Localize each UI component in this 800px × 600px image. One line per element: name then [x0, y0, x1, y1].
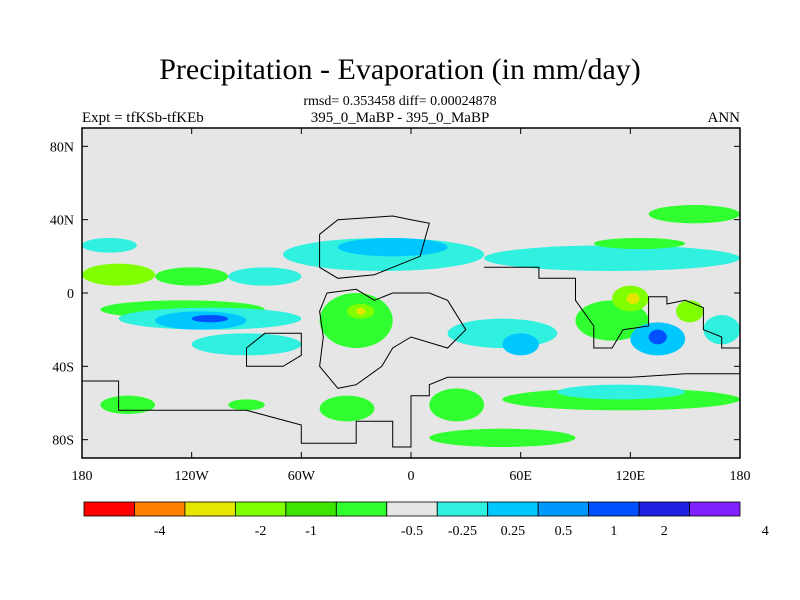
colorbar-swatch-1: [134, 501, 186, 517]
field-regions: [82, 205, 740, 448]
y-tick-label-4: 80S: [52, 434, 74, 449]
y-tick-label-2: 0: [67, 287, 74, 302]
region-yellow-21: [626, 293, 640, 304]
region-green-8: [648, 205, 740, 224]
region-blue-12: [191, 315, 229, 323]
colorbar-label-6: 0.5: [555, 524, 573, 539]
colorbar-swatch-12: [689, 501, 741, 517]
x-tick-label-1: 120W: [175, 469, 210, 484]
region-lightgreen-0: [82, 263, 156, 286]
land-outline-0: [82, 373, 740, 448]
land-outline-2: [319, 288, 467, 389]
region-lightblue-4: [337, 238, 448, 257]
region-green-7: [593, 238, 686, 249]
x-tick-label-5: 120E: [616, 469, 646, 484]
x-tick-label-3: 0: [408, 469, 415, 484]
colorbar-swatch-3: [234, 501, 287, 517]
region-green-27: [228, 399, 265, 411]
colorbar-label-1: -2: [255, 524, 267, 539]
land-outline-1: [319, 215, 430, 279]
colorbar-swatch-6: [386, 501, 438, 517]
region-cyan-6: [484, 245, 740, 271]
region-blue-23: [648, 329, 667, 345]
colorbar-label-9: 4: [762, 524, 769, 539]
x-tick-label-4: 60E: [509, 469, 532, 484]
colorbar-swatch-2: [184, 501, 236, 517]
chart-title: Precipitation - Evaporation (in mm/day): [159, 53, 641, 86]
region-green-26: [100, 395, 156, 415]
region-lightgreen-24: [676, 300, 704, 323]
colorbar-swatch-0: [83, 501, 135, 517]
experiment-label: Expt = tfKSb-tfKEb: [82, 110, 204, 126]
colorbar-label-5: 0.25: [501, 524, 526, 539]
x-tick-label-6: 180: [730, 469, 751, 484]
y-axis: 80N 40N 0 40S 80S: [50, 140, 740, 449]
region-yellow-16: [356, 307, 366, 316]
region-green-14: [319, 293, 393, 348]
region-green-28: [319, 395, 375, 422]
colorbar-swatch-8: [487, 501, 539, 517]
colorbar-swatch-5: [335, 501, 388, 517]
x-axis: 180 120W 60W 0 60E 120E 180: [72, 128, 751, 484]
colorbar-swatch-10: [588, 501, 640, 517]
land-outline-3: [484, 266, 740, 349]
colorbar: -4 -2 -1 -0.5 -0.25 0.25 0.5 1 2 4: [83, 501, 769, 539]
chart-subtitle: 395_0_MaBP - 395_0_MaBP: [310, 110, 490, 126]
season-label: ANN: [707, 110, 741, 126]
region-green-32: [429, 428, 576, 448]
x-tick-label-2: 60W: [288, 469, 316, 484]
x-tick-label-0: 180: [72, 469, 93, 484]
land-outlines: [82, 215, 740, 448]
y-tick-label-1: 40N: [50, 214, 74, 229]
region-cyan-13: [191, 333, 302, 356]
colorbar-label-2: -1: [305, 524, 317, 539]
region-green-1: [155, 267, 229, 286]
region-green-29: [429, 388, 485, 422]
y-tick-label-0: 80N: [50, 140, 74, 155]
region-cyan-25: [703, 315, 740, 345]
y-tick-label-3: 40S: [52, 360, 74, 375]
region-cyan-2: [228, 267, 302, 286]
colorbar-label-8: 2: [661, 524, 668, 539]
colorbar-label-4: -0.25: [448, 524, 477, 539]
region-cyan-31: [557, 384, 686, 400]
chart-stats: rmsd= 0.353458 diff= 0.00024878: [303, 94, 497, 109]
region-lightblue-18: [502, 333, 539, 356]
colorbar-swatch-9: [537, 501, 590, 517]
colorbar-swatch-4: [285, 501, 337, 517]
colorbar-swatch-7: [436, 501, 489, 517]
colorbar-label-0: -4: [154, 524, 166, 539]
land-outline-4: [246, 332, 302, 367]
colorbar-label-3: -0.5: [401, 524, 423, 539]
colorbar-label-7: 1: [610, 524, 617, 539]
region-cyan-5: [82, 238, 137, 253]
region-cyan-17: [447, 318, 558, 349]
colorbar-swatch-11: [638, 501, 690, 517]
